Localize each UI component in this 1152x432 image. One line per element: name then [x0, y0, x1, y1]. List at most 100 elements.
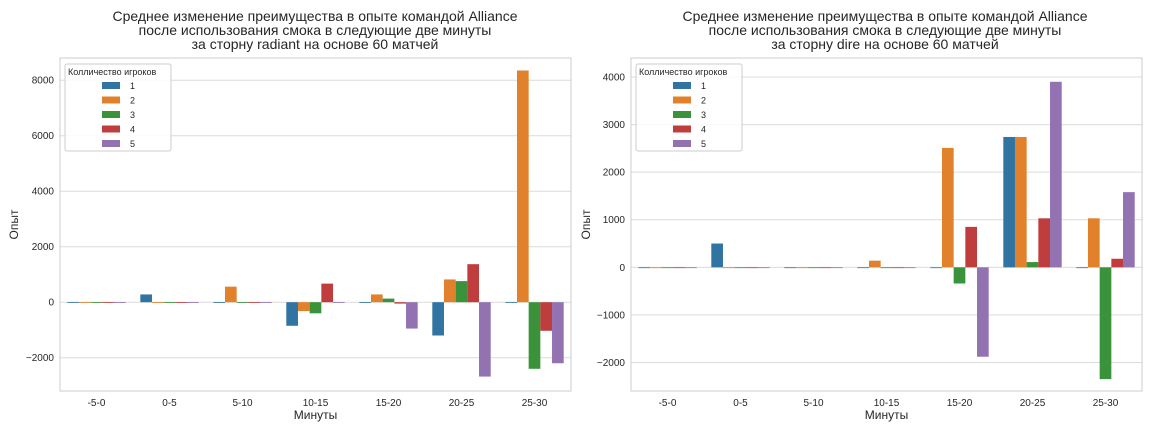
bar-series-3-20-25 — [1026, 262, 1039, 268]
plot-frame — [630, 57, 1143, 392]
bar-series-1-0-5 — [711, 243, 723, 268]
bar-series-3-0-5 — [734, 267, 747, 269]
x-axis-label: Минуты — [294, 408, 337, 422]
x-tick-label: 20-25 — [449, 398, 475, 409]
chart-title-line: Среднее изменение преимущества в опыте к… — [683, 8, 1088, 24]
x-tick-label: 15-20 — [376, 398, 402, 409]
x-tick-label: 0-5 — [162, 398, 177, 409]
bar-series-2-20-25 — [443, 279, 456, 303]
bar-series-4-20-25 — [1038, 218, 1051, 268]
bar-series-2-20-25 — [1014, 136, 1027, 268]
legend-swatch — [102, 140, 120, 147]
bar-series-4-5-10 — [819, 267, 832, 269]
x-tick-label: 5-10 — [803, 398, 823, 409]
bar-series-2-5-10 — [795, 267, 808, 269]
legend-swatch — [102, 125, 120, 133]
x-tick-label: -5-0 — [88, 398, 106, 409]
legend-label: 1 — [130, 81, 135, 91]
y-tick-label: 4000 — [32, 187, 55, 198]
bar-series-1-15-20 — [359, 302, 371, 303]
bar-series-3--5-0 — [90, 302, 103, 303]
y-tick-label: −2000 — [26, 353, 55, 364]
bar-series-4-0-5 — [175, 302, 188, 303]
bar-series-2-10-15 — [868, 260, 881, 268]
bar-series-3-15-20 — [382, 298, 395, 303]
plot-frame — [59, 57, 572, 392]
legend-label: 2 — [130, 96, 135, 106]
bar-series-5-5-10 — [260, 302, 272, 303]
bar-series-3-10-15 — [880, 267, 893, 269]
bar-series-2--5-0 — [78, 302, 91, 303]
bar-series-4-25-30 — [1111, 258, 1124, 268]
bar-series-2-0-5 — [151, 302, 164, 303]
x-tick-label: 10-15 — [303, 398, 329, 409]
legend-label: 5 — [701, 139, 706, 149]
y-tick-label: 2000 — [32, 242, 55, 253]
legend-swatch — [673, 140, 691, 147]
legend-swatch — [673, 125, 691, 133]
bar-series-4-5-10 — [248, 302, 261, 303]
bar-series-1--5-0 — [638, 267, 650, 269]
chart-title-line: после использования смока в следующие дв… — [709, 22, 1062, 38]
legend-label: 1 — [701, 81, 706, 91]
bar-series-3-5-10 — [807, 267, 820, 269]
bar-series-1-25-30 — [1076, 267, 1088, 269]
chart-title-line: за сторну dire на основе 60 матчей — [771, 36, 998, 52]
bar-series-1-20-25 — [432, 302, 444, 336]
bar-series-4--5-0 — [102, 302, 115, 303]
y-tick-label: 4000 — [603, 73, 626, 84]
legend-swatch — [102, 111, 120, 118]
bar-series-4-15-20 — [965, 226, 978, 268]
y-tick-label: 6000 — [32, 131, 55, 142]
x-tick-label: 25-30 — [522, 398, 548, 409]
legend-label: 2 — [701, 96, 706, 106]
bar-series-2-15-20 — [941, 147, 954, 268]
y-tick-label: −1000 — [597, 310, 626, 321]
chart-title-line: после использования смока в следующие дв… — [139, 22, 492, 38]
bar-series-3--5-0 — [661, 267, 674, 269]
legend-title: Колличество игроков — [639, 67, 727, 77]
bar-series-5-10-15 — [904, 267, 916, 269]
bar-series-2-0-5 — [722, 267, 735, 269]
legend-swatch — [102, 96, 120, 104]
bar-series-5-0-5 — [187, 302, 199, 303]
bar-series-2--5-0 — [649, 267, 662, 269]
chart-title-line: за сторну radiant на основе 60 матчей — [192, 36, 439, 52]
bar-series-3-20-25 — [455, 281, 468, 303]
y-tick-label: 1000 — [603, 215, 626, 226]
bar-series-1-10-15 — [857, 267, 869, 269]
bar-series-2-25-30 — [516, 70, 529, 303]
bar-series-5--5-0 — [114, 302, 126, 303]
x-tick-label: 10-15 — [874, 398, 900, 409]
chart-title-line: Среднее изменение преимущества в опыте к… — [113, 8, 518, 24]
y-axis-label: Опыт — [579, 209, 593, 239]
bar-series-4-15-20 — [394, 302, 407, 304]
bar-series-1-25-30 — [505, 302, 517, 303]
legend-box — [635, 63, 743, 152]
bar-series-3-15-20 — [953, 267, 966, 284]
legend-label: 4 — [130, 125, 135, 135]
legend-label: 3 — [701, 110, 706, 120]
y-tick-label: 0 — [619, 263, 625, 274]
bar-series-5-5-10 — [831, 267, 843, 269]
bar-series-5-15-20 — [977, 267, 989, 357]
bar-series-2-25-30 — [1087, 218, 1100, 268]
bar-series-4--5-0 — [673, 267, 686, 269]
bar-series-5-10-15 — [333, 302, 345, 303]
legend-label: 3 — [130, 110, 135, 120]
bar-series-3-10-15 — [309, 302, 322, 314]
bar-series-4-10-15 — [892, 267, 905, 269]
chart-panel-2: −2000 −1000 0 1000 2000 3000 4000 -5-0 0-5 5-10 10… — [579, 8, 1143, 422]
legend-swatch — [673, 96, 691, 104]
legend-box — [64, 63, 172, 152]
bar-series-4-10-15 — [321, 283, 334, 303]
bar-series-1-20-25 — [1003, 136, 1015, 268]
y-tick-label: 2000 — [603, 168, 626, 179]
bar-series-4-20-25 — [467, 264, 480, 303]
x-tick-label: 25-30 — [1093, 398, 1119, 409]
x-axis-label: Минуты — [865, 408, 908, 422]
legend-label: 5 — [130, 139, 135, 149]
bar-series-4-25-30 — [540, 302, 553, 331]
y-axis-label: Опыт — [7, 209, 21, 239]
